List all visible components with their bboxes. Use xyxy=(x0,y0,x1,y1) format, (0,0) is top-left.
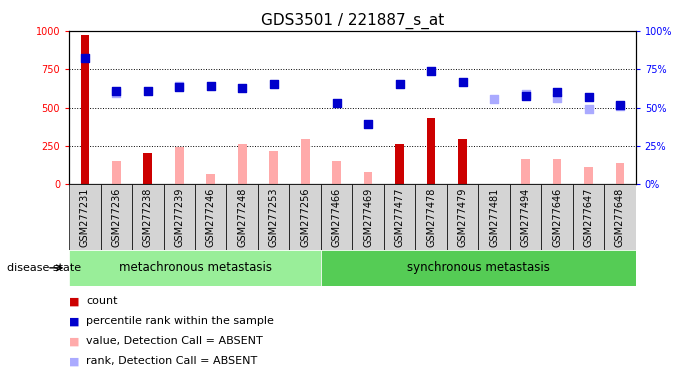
Text: GSM277248: GSM277248 xyxy=(237,188,247,247)
Text: ■: ■ xyxy=(69,336,79,346)
Bar xyxy=(584,167,593,184)
Bar xyxy=(227,184,258,250)
Text: GSM277646: GSM277646 xyxy=(552,188,562,247)
Bar xyxy=(415,184,447,250)
Bar xyxy=(427,118,435,184)
Point xyxy=(551,95,562,101)
Point xyxy=(173,84,184,90)
Text: percentile rank within the sample: percentile rank within the sample xyxy=(86,316,274,326)
Bar xyxy=(510,184,541,250)
Bar xyxy=(553,159,561,184)
Bar xyxy=(521,159,530,184)
Text: rank, Detection Call = ABSENT: rank, Detection Call = ABSENT xyxy=(86,356,258,366)
Text: disease state: disease state xyxy=(7,263,81,273)
Point xyxy=(520,93,531,99)
Point xyxy=(551,89,562,95)
Point xyxy=(237,84,248,91)
Bar xyxy=(395,144,404,184)
Bar xyxy=(101,184,132,250)
Text: GSM277477: GSM277477 xyxy=(395,188,405,247)
Bar xyxy=(238,144,247,184)
Text: GSM277253: GSM277253 xyxy=(269,188,278,247)
Point xyxy=(331,100,342,106)
Point xyxy=(205,83,216,89)
Bar xyxy=(258,184,290,250)
Point xyxy=(173,83,184,89)
Text: GSM277494: GSM277494 xyxy=(520,188,531,247)
Point xyxy=(583,106,594,112)
Point xyxy=(426,68,437,74)
Text: GSM277479: GSM277479 xyxy=(457,188,468,247)
Text: GSM277238: GSM277238 xyxy=(143,188,153,247)
Bar xyxy=(132,184,164,250)
Bar xyxy=(604,184,636,250)
Bar xyxy=(364,172,372,184)
Point xyxy=(457,79,468,85)
Point xyxy=(142,88,153,94)
Text: metachronous metastasis: metachronous metastasis xyxy=(119,262,272,274)
Bar xyxy=(164,184,195,250)
Point xyxy=(394,81,405,88)
Text: GSM277647: GSM277647 xyxy=(583,188,594,247)
Point xyxy=(614,103,625,109)
Bar xyxy=(447,184,478,250)
Bar xyxy=(541,184,573,250)
Point xyxy=(583,94,594,100)
Bar xyxy=(616,163,624,184)
Text: GSM277469: GSM277469 xyxy=(363,188,373,247)
Bar xyxy=(269,151,278,184)
Text: GSM277239: GSM277239 xyxy=(174,188,184,247)
Point xyxy=(614,102,625,108)
Point xyxy=(268,81,279,87)
Bar xyxy=(144,153,152,184)
Bar xyxy=(195,184,227,250)
Text: synchronous metastasis: synchronous metastasis xyxy=(407,262,550,274)
Bar xyxy=(175,147,184,184)
Bar xyxy=(301,139,310,184)
Bar xyxy=(112,161,121,184)
Text: GSM277236: GSM277236 xyxy=(111,188,122,247)
Text: GSM277466: GSM277466 xyxy=(332,188,341,247)
Text: GSM277231: GSM277231 xyxy=(80,188,90,247)
Text: GSM277256: GSM277256 xyxy=(300,188,310,247)
Text: ■: ■ xyxy=(69,296,79,306)
Bar xyxy=(69,250,321,286)
Text: GSM277648: GSM277648 xyxy=(615,188,625,247)
Text: ■: ■ xyxy=(69,356,79,366)
Bar xyxy=(573,184,604,250)
Point xyxy=(79,55,91,61)
Point xyxy=(489,96,500,102)
Bar xyxy=(458,139,467,184)
Bar xyxy=(290,184,321,250)
Bar xyxy=(321,250,636,286)
Point xyxy=(111,88,122,94)
Text: count: count xyxy=(86,296,118,306)
Bar xyxy=(332,161,341,184)
Text: value, Detection Call = ABSENT: value, Detection Call = ABSENT xyxy=(86,336,263,346)
Bar xyxy=(321,184,352,250)
Title: GDS3501 / 221887_s_at: GDS3501 / 221887_s_at xyxy=(261,13,444,29)
Text: GSM277481: GSM277481 xyxy=(489,188,499,247)
Bar xyxy=(352,184,384,250)
Point xyxy=(520,91,531,97)
Text: ■: ■ xyxy=(69,316,79,326)
Bar xyxy=(478,184,510,250)
Bar xyxy=(69,184,101,250)
Point xyxy=(363,121,374,127)
Bar xyxy=(384,184,415,250)
Bar xyxy=(81,35,89,184)
Point xyxy=(111,90,122,96)
Text: GSM277246: GSM277246 xyxy=(206,188,216,247)
Text: GSM277478: GSM277478 xyxy=(426,188,436,247)
Bar xyxy=(207,174,215,184)
